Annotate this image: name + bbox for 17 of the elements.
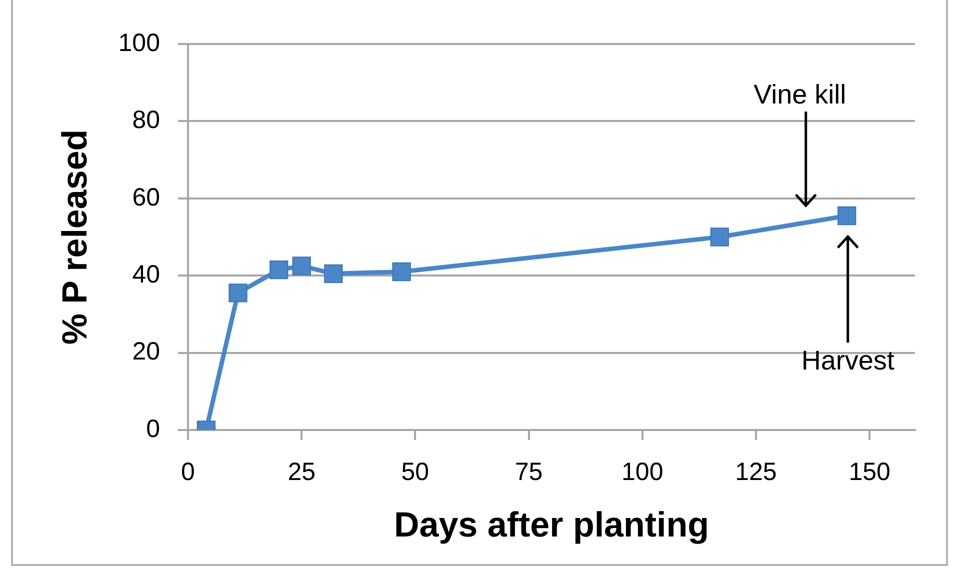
y-tick-label: 100 (118, 28, 160, 57)
x-tick-label: 25 (288, 458, 316, 486)
y-tick-label: 20 (132, 338, 160, 366)
y-axis-title: % P released (56, 129, 95, 345)
y-tick-label: 80 (132, 106, 160, 134)
x-tick-label: 50 (401, 458, 430, 486)
x-axis-title: Days after planting (394, 506, 710, 545)
x-tick-label: 100 (622, 458, 664, 486)
x-tick-label: 150 (848, 458, 890, 486)
x-tick-label: 0 (181, 458, 195, 486)
x-tick-label: 75 (514, 458, 543, 486)
annotation: Vine kill (754, 80, 846, 110)
y-tick-label: 0 (146, 414, 160, 443)
annotation: Harvest (801, 346, 895, 376)
y-tick-label: 60 (132, 183, 160, 212)
y-tick-label: 40 (132, 260, 160, 288)
x-tick-label: 125 (735, 458, 777, 486)
